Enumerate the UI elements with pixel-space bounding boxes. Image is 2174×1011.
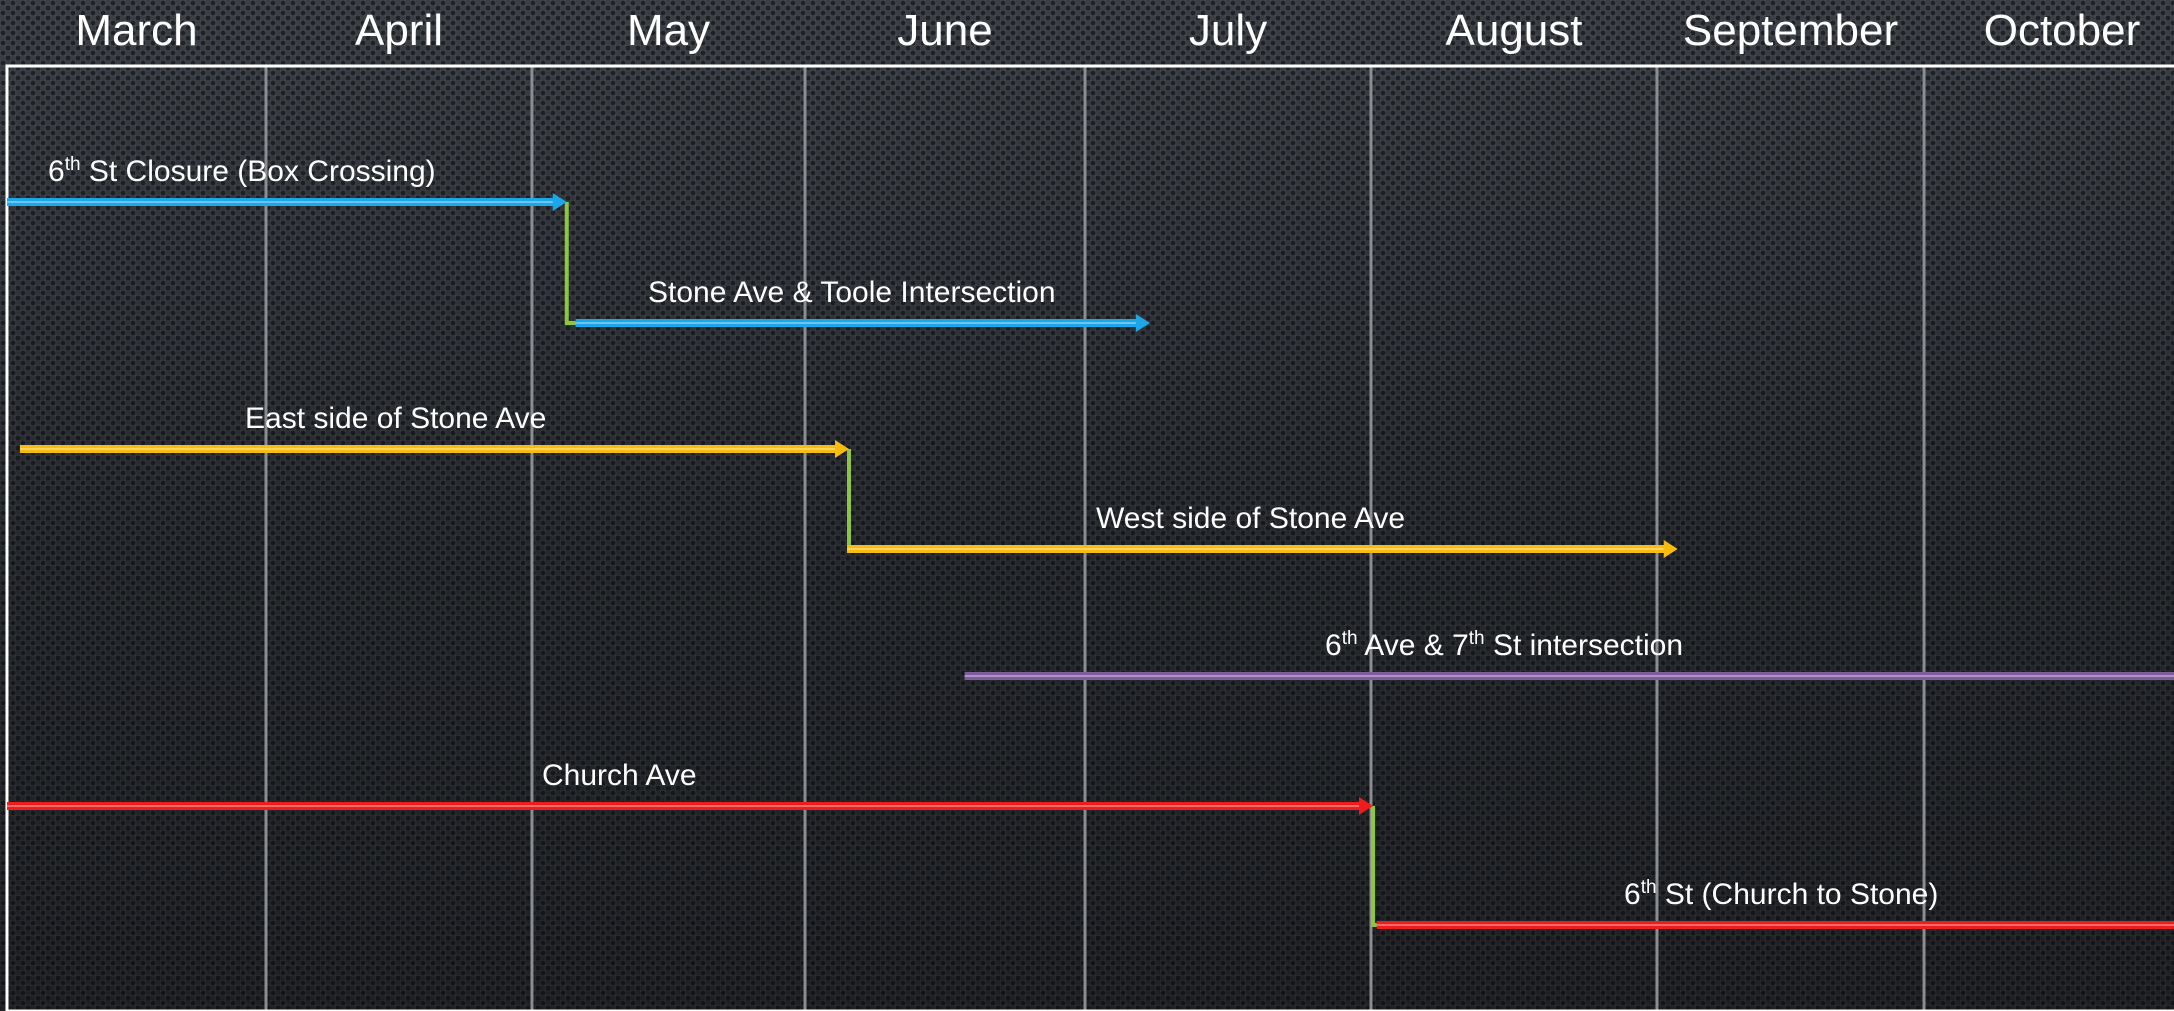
task-label-west-stone: West side of Stone Ave [1096,502,1405,535]
task-bar-sixth-church-stone [1376,921,2174,929]
task-label-church-ave: Church Ave [542,759,697,792]
connector-church-ave-to-sixth-church-stone [1371,806,1381,927]
month-label-june: June [897,6,992,55]
month-label-september: September [1683,6,1898,55]
month-gridlines [264,66,1926,1011]
task-bar-west-stone [847,540,1678,558]
task-label-stone-toole: Stone Ave & Toole Intersection [648,276,1056,309]
task-bars [7,193,2174,929]
task-bar-sixth-seventh [964,672,2174,680]
month-label-october: October [1984,6,2141,55]
task-label-sixth-seventh: 6th Ave & 7th St intersection [1325,628,1683,662]
task-label-sixth-st-closure: 6th St Closure (Box Crossing) [48,154,436,188]
task-bar-east-stone [19,440,849,458]
month-label-march: March [75,6,197,55]
task-bar-stone-toole [575,314,1150,332]
dependency-connectors [564,202,1381,927]
task-label-east-stone: East side of Stone Ave [245,402,546,435]
task-bar-church-ave [7,797,1373,815]
month-label-may: May [627,6,710,55]
connector-sixth-st-closure-to-stone-toole [564,202,580,325]
task-label-sixth-church-stone: 6th St (Church to Stone) [1624,877,1938,911]
task-bar-sixth-st-closure [7,193,567,211]
month-label-july: July [1189,6,1267,55]
task-labels: 6th St Closure (Box Crossing) Stone Ave &… [48,154,1938,911]
month-label-august: August [1446,6,1583,55]
timeline-frame [5,64,2174,1011]
month-label-april: April [355,6,443,55]
connector-east-stone-to-west-stone [847,449,851,551]
month-header: March April May June July August September Octo… [75,6,2140,55]
